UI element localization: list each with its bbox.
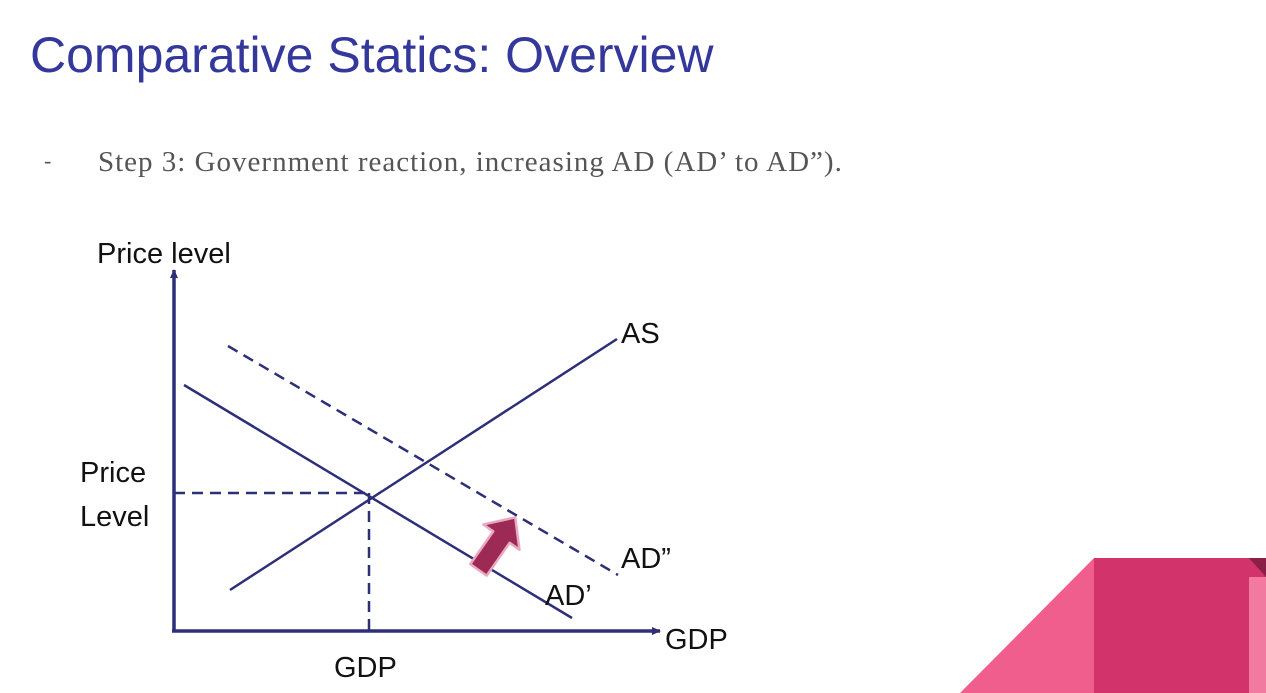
ad-double-prime-label: AD” bbox=[621, 543, 671, 575]
ad-double-prime-curve bbox=[227, 344, 619, 577]
price-level-label: Price bbox=[80, 457, 146, 489]
bullet-point: - Step 3: Government reaction, increasing… bbox=[44, 146, 843, 179]
ad-prime-curve bbox=[183, 383, 573, 620]
as-curve-label: AS bbox=[621, 318, 660, 350]
ad-prime-label: AD’ bbox=[545, 580, 592, 612]
bullet-text: Step 3: Government reaction, increasing … bbox=[98, 146, 843, 178]
y-axis-label: Price level bbox=[97, 238, 231, 270]
slide-title: Comparative Statics: Overview bbox=[30, 27, 714, 83]
bullet-marker: - bbox=[44, 148, 53, 173]
gdp-tick-label: GDP bbox=[334, 652, 397, 684]
as-curve bbox=[229, 337, 618, 592]
x-axis-label: GDP bbox=[665, 624, 728, 656]
corner-shape-dark bbox=[1094, 558, 1266, 693]
corner-shape-edge bbox=[1249, 558, 1266, 577]
shift-arrow-icon bbox=[469, 516, 521, 577]
corner-shape-highlight bbox=[1249, 577, 1266, 693]
price-level-label-line2: Level bbox=[80, 501, 149, 533]
